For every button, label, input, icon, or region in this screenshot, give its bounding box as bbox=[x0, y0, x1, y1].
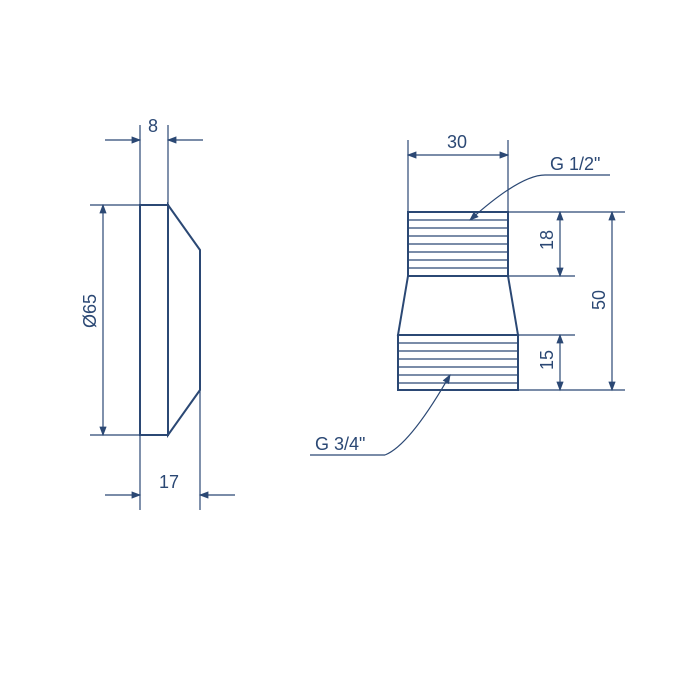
label-g34: G 3/4" bbox=[315, 434, 365, 454]
dim-dia65: Ø65 bbox=[80, 294, 100, 328]
dim-17: 17 bbox=[159, 472, 179, 492]
flange-taper bbox=[168, 205, 200, 435]
right-view: 30 G 1/2" G 3/4" 18 15 50 bbox=[310, 132, 625, 455]
dim-8: 8 bbox=[148, 116, 158, 136]
dim-15: 15 bbox=[537, 350, 557, 370]
left-view: 8 17 Ø65 bbox=[80, 116, 235, 510]
dim-18: 18 bbox=[537, 230, 557, 250]
flange-back bbox=[140, 205, 168, 435]
taper-body bbox=[398, 276, 518, 335]
dim-50: 50 bbox=[589, 290, 609, 310]
dim-30: 30 bbox=[447, 132, 467, 152]
label-g12: G 1/2" bbox=[550, 154, 600, 174]
